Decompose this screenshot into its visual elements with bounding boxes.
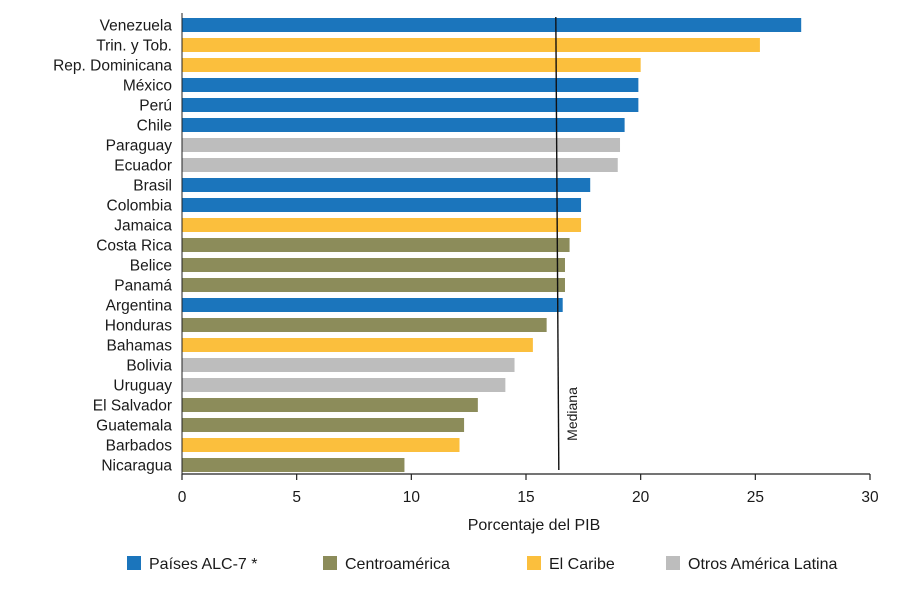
legend-label-ca: Centroamérica — [345, 556, 450, 573]
category-label: Chile — [137, 118, 172, 135]
category-label: Bahamas — [107, 338, 173, 355]
bars-group — [182, 18, 802, 472]
x-axis-label: Porcentaje del PIB — [468, 517, 601, 534]
bar-22 — [182, 458, 405, 472]
category-labels-group: Venezuela Trin. y Tob. Rep. Dominicana Méxi… — [53, 18, 172, 475]
bar-16 — [182, 338, 533, 352]
legend-swatch-ca — [323, 556, 337, 570]
bar-18 — [182, 378, 506, 392]
bar-0 — [182, 18, 802, 32]
bar-17 — [182, 358, 515, 372]
median-group: Mediana — [555, 16, 580, 471]
category-label: El Salvador — [93, 398, 172, 415]
bar-14 — [182, 298, 563, 312]
category-label: Venezuela — [100, 18, 173, 35]
bar-4 — [182, 98, 639, 112]
category-label: Belice — [130, 258, 172, 275]
category-label: Nicaragua — [101, 458, 172, 475]
legend-swatch-alc7 — [127, 556, 141, 570]
x-tick-label: 10 — [403, 489, 421, 506]
bar-19 — [182, 398, 478, 412]
legend-swatch-otros — [666, 556, 680, 570]
category-label: Argentina — [106, 298, 173, 315]
bar-12 — [182, 258, 565, 272]
x-tick-label: 5 — [292, 489, 301, 506]
bar-8 — [182, 178, 591, 192]
category-label: Colombia — [107, 198, 173, 215]
x-tick-label: 0 — [178, 489, 187, 506]
bar-6 — [182, 138, 621, 152]
category-label: Paraguay — [106, 138, 173, 155]
category-label: Rep. Dominicana — [53, 58, 172, 75]
bar-20 — [182, 418, 465, 432]
category-label: Guatemala — [96, 418, 172, 435]
x-axis: 0 5 10 15 20 25 30 — [178, 13, 879, 506]
x-tick-label: 25 — [747, 489, 764, 506]
bar-13 — [182, 278, 565, 292]
category-label: Brasil — [133, 178, 172, 195]
category-label: Jamaica — [114, 218, 172, 235]
bar-11 — [182, 238, 570, 252]
x-tick-label: 15 — [517, 489, 534, 506]
category-label: Perú — [139, 98, 172, 115]
median-line — [555, 16, 560, 471]
category-label: Trin. y Tob. — [96, 38, 172, 55]
legend-label-caribe: El Caribe — [549, 556, 615, 573]
bar-1 — [182, 38, 760, 52]
category-label: Ecuador — [114, 158, 172, 175]
bar-7 — [182, 158, 618, 172]
bar-15 — [182, 318, 547, 332]
category-label: Panamá — [114, 278, 172, 295]
x-tick-label: 30 — [861, 489, 879, 506]
bar-2 — [182, 58, 641, 72]
legend-swatch-caribe — [527, 556, 541, 570]
bar-10 — [182, 218, 582, 232]
category-label: Barbados — [106, 438, 173, 455]
bar-21 — [182, 438, 460, 452]
category-label: Bolivia — [126, 358, 172, 375]
category-label: México — [123, 78, 172, 95]
legend-label-otros: Otros América Latina — [688, 556, 838, 573]
legend-label-alc7: Países ALC-7 * — [149, 556, 258, 573]
legend: Países ALC-7 * Centroamérica El Caribe Otro… — [127, 556, 838, 573]
bar-3 — [182, 78, 639, 92]
bar-9 — [182, 198, 582, 212]
x-tick-label: 20 — [632, 489, 650, 506]
median-label: Mediana — [564, 387, 580, 441]
bar-5 — [182, 118, 625, 132]
category-label: Honduras — [105, 318, 172, 335]
category-label: Uruguay — [113, 378, 172, 395]
category-label: Costa Rica — [96, 238, 172, 255]
